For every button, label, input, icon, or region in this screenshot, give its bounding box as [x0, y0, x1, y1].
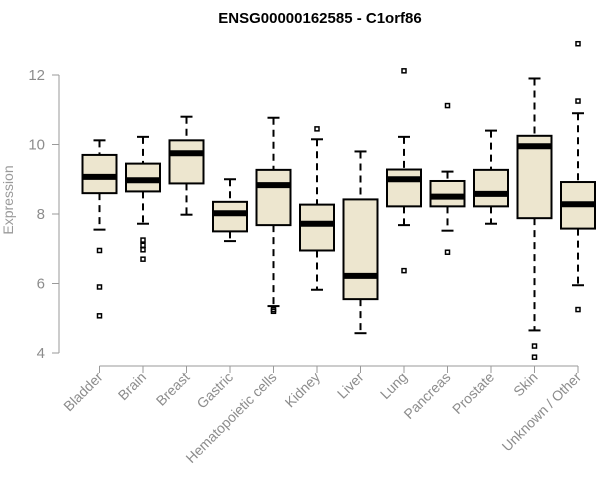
outlier-point	[96, 247, 103, 254]
iqr-box	[255, 168, 292, 227]
iqr-box	[516, 134, 553, 220]
outlier-point	[575, 98, 581, 104]
chart-title: ENSG00000162585 - C1orf86	[218, 10, 421, 27]
outlier-point	[531, 343, 538, 349]
x-tick-label: Brain	[115, 369, 149, 403]
outlier-point	[444, 102, 451, 109]
x-tick-label: Prostate	[449, 369, 497, 417]
outlier-point	[575, 306, 581, 313]
box-breast	[168, 115, 205, 216]
outlier-point	[314, 126, 320, 132]
outlier-point	[140, 256, 146, 262]
outlier-point	[96, 284, 103, 290]
x-tick-label: Breast	[153, 369, 193, 409]
iqr-box	[473, 168, 509, 208]
outlier-point	[140, 242, 146, 249]
x-tick-label: Unknown / Other	[499, 369, 585, 455]
x-tick-label: Skin	[510, 369, 541, 400]
outlier-point	[401, 267, 407, 274]
y-tick-label: 6	[37, 276, 45, 293]
outlier-point	[140, 237, 146, 243]
y-tick-label: 12	[28, 67, 45, 84]
box-skin	[516, 77, 553, 360]
x-tick-label: Liver	[334, 369, 367, 402]
y-tick-label: 4	[37, 345, 45, 362]
outlier-point	[444, 249, 451, 255]
box-gastric	[212, 178, 248, 243]
box-unknown-other	[560, 40, 596, 313]
box-bladder	[81, 139, 118, 319]
y-tick-label: 8	[37, 206, 45, 223]
iqr-box	[212, 200, 248, 233]
outlier-point	[96, 313, 103, 319]
box-pancreas	[429, 102, 466, 255]
x-tick-label: Kidney	[282, 369, 324, 411]
box-lung	[386, 68, 422, 274]
iqr-box	[386, 168, 422, 208]
outlier-point	[270, 308, 277, 315]
box-liver	[342, 150, 379, 335]
box-kidney	[299, 126, 335, 291]
x-tick-label: Lung	[377, 369, 410, 402]
outlier-point	[401, 68, 407, 74]
y-tick-label: 10	[28, 137, 45, 154]
y-axis: 4 6 8 10 12	[28, 67, 60, 362]
box-series	[81, 40, 596, 360]
box-brain	[125, 135, 161, 262]
outlier-point	[575, 40, 581, 47]
iqr-box	[299, 203, 335, 252]
iqr-box	[168, 139, 205, 185]
x-tick-label: Pancreas	[400, 369, 453, 422]
outlier-point	[531, 354, 538, 360]
box-hematopoietic-cells	[255, 116, 292, 315]
box-prostate	[473, 129, 509, 225]
y-axis-label: Expression	[0, 165, 16, 234]
x-tick-label: Bladder	[60, 369, 106, 415]
x-tick-label: Gastric	[193, 369, 236, 412]
iqr-box	[342, 198, 379, 301]
outlier-point	[140, 247, 146, 253]
